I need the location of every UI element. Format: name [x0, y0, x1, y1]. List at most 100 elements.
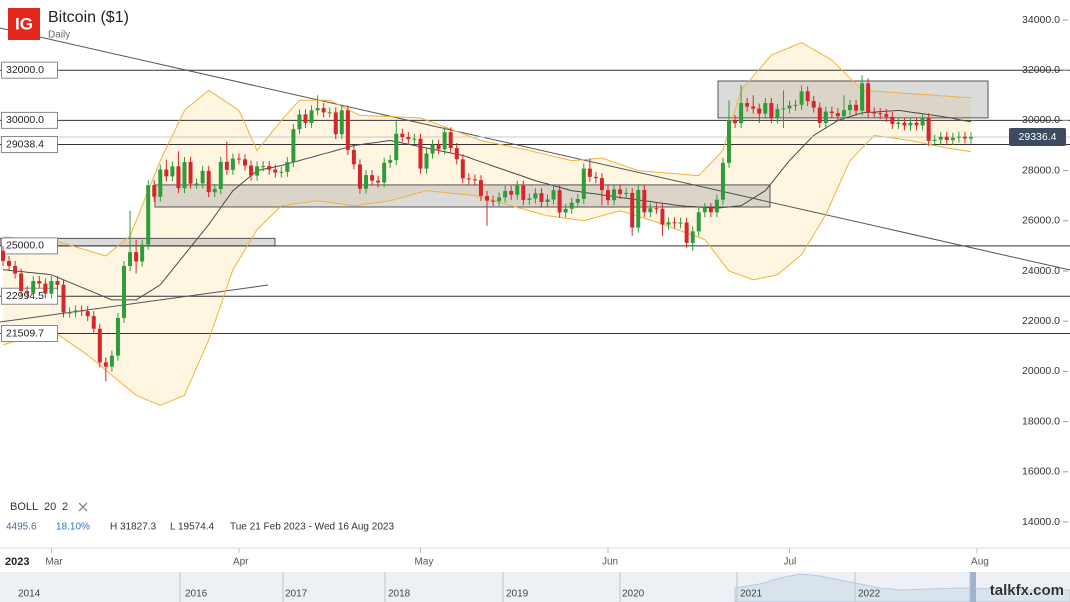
level-label: 29038.4 — [6, 138, 44, 150]
candle-body — [902, 122, 907, 126]
candle-body — [938, 136, 943, 140]
candle-body — [503, 190, 508, 198]
candle-body — [630, 192, 635, 228]
candle-body — [672, 222, 677, 224]
y-tick-label: 14000.0 — [1022, 516, 1060, 528]
candle-body — [345, 110, 350, 151]
candle-body — [285, 162, 290, 172]
chart-title: Bitcoin ($1) — [48, 9, 129, 26]
candle-body — [472, 179, 477, 181]
candle-body — [702, 207, 707, 213]
candle-body — [19, 273, 24, 292]
candle-body — [678, 222, 683, 224]
candle-body — [115, 317, 120, 356]
indicator-deviations: 2 — [62, 501, 68, 513]
candle-body — [751, 106, 756, 109]
change: 4495.6 — [6, 522, 37, 533]
candle-body — [152, 185, 157, 197]
candle-body — [206, 170, 211, 193]
indicator-period: 20 — [44, 501, 56, 513]
candle-body — [666, 222, 671, 225]
candle-body — [37, 281, 42, 284]
candle-body — [460, 159, 465, 179]
navigator-year: 2017 — [285, 589, 308, 600]
candle-body — [388, 160, 393, 163]
candle-body — [606, 190, 610, 201]
candle-body — [527, 198, 532, 200]
candle-body — [315, 108, 320, 111]
candle-body — [739, 103, 744, 124]
candle-body — [654, 208, 659, 210]
remove-indicator[interactable] — [78, 502, 88, 512]
candle-body — [140, 244, 145, 262]
candle-body — [733, 120, 738, 124]
candle-body — [787, 105, 792, 109]
candle-body — [188, 162, 193, 184]
candle-body — [860, 83, 865, 111]
candle-body — [793, 104, 798, 106]
candle-body — [273, 169, 278, 173]
candle-body — [170, 166, 175, 177]
candle-body — [485, 195, 489, 201]
y-tick-label: 28000.0 — [1022, 164, 1060, 176]
level-label-box — [1, 237, 58, 255]
candle-body — [176, 166, 181, 189]
price-tag: 29336.4 — [1019, 131, 1057, 143]
candle-body — [418, 138, 423, 169]
candle-body — [557, 190, 562, 213]
remove-icon — [78, 502, 88, 512]
candle-body — [811, 101, 816, 108]
x-tick-label: Apr — [233, 557, 249, 568]
candle-body — [551, 190, 556, 200]
candle-body — [297, 114, 302, 130]
candle-body — [521, 185, 526, 200]
candle-body — [333, 112, 338, 135]
candle-body — [73, 310, 78, 313]
candle-body — [878, 113, 883, 115]
x-tick-label: Mar — [45, 557, 63, 568]
candle-body — [109, 355, 114, 367]
navigator-year: 2019 — [506, 589, 529, 600]
candle-body — [908, 122, 913, 126]
candle-body — [279, 171, 284, 173]
y-tick-label: 20000.0 — [1022, 365, 1060, 377]
navigator-handle[interactable] — [970, 572, 976, 602]
navigator-year: 2022 — [858, 589, 881, 600]
candle-body — [236, 158, 241, 160]
candle-body — [745, 103, 750, 107]
candle-body — [835, 113, 840, 117]
candle-body — [91, 316, 96, 329]
candle-body — [376, 180, 381, 183]
watermark: talkfx.com — [990, 582, 1064, 599]
candle-body — [866, 83, 871, 113]
candle-body — [448, 132, 453, 149]
price-tag-box — [1009, 128, 1066, 147]
candle-body — [424, 153, 429, 169]
year-label: 2023 — [5, 556, 29, 568]
x-tick-label: May — [414, 557, 433, 568]
candle-body — [920, 118, 925, 126]
candle-body — [775, 109, 780, 119]
y-tick-label: 18000.0 — [1022, 415, 1060, 427]
candle-body — [497, 197, 502, 202]
candle-body — [545, 199, 550, 202]
level-label-box — [1, 111, 58, 129]
candle-body — [533, 193, 538, 199]
candle-body — [956, 136, 961, 138]
candle-body — [799, 91, 804, 105]
candle-body — [950, 137, 955, 140]
candle-body — [684, 222, 689, 243]
candle-body — [841, 110, 846, 117]
candle-body — [781, 108, 786, 110]
navigator-years: 2014 2016 2017 2018 2019 2020 2021 2022 talkfx.c… — [18, 572, 1064, 602]
candle-body — [194, 183, 199, 185]
candle-body — [436, 144, 441, 150]
candle-body — [291, 129, 296, 163]
candle-body — [642, 189, 647, 213]
change-pct: 18.10% — [56, 522, 90, 533]
candle-body — [890, 116, 895, 124]
candle-body — [25, 291, 30, 294]
y-tick-label: 22000.0 — [1022, 315, 1060, 327]
candle-body — [43, 283, 48, 294]
